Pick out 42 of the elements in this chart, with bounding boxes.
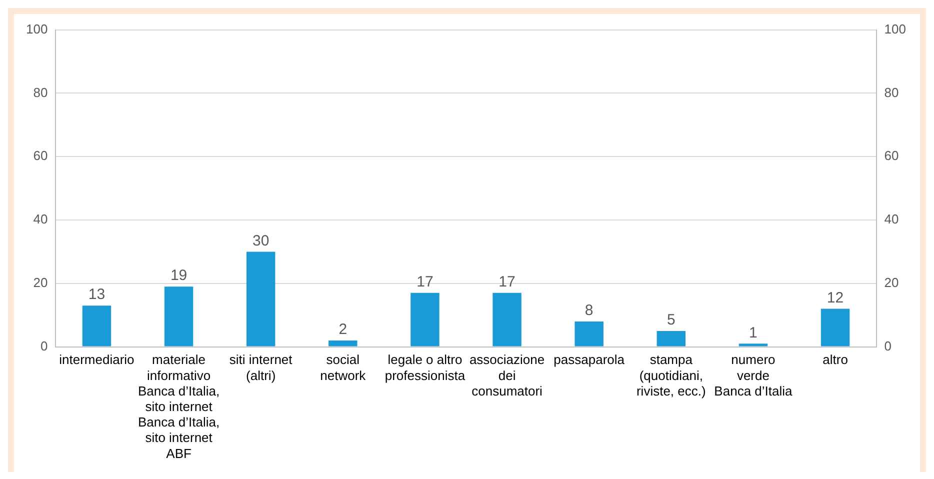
y2-tick-label: 60	[884, 148, 899, 164]
y-tick-label: 20	[33, 274, 48, 290]
bar	[574, 321, 604, 346]
data-label: 2	[338, 321, 348, 338]
data-label: 17	[498, 274, 516, 291]
y2-tick-label: 20	[884, 274, 899, 290]
bar	[82, 306, 112, 346]
x-tick-label: siti internet (altri)	[229, 352, 293, 383]
bar	[246, 252, 276, 346]
x-tick-label: numero verde Banca d’Italia	[714, 352, 794, 398]
x-tick-label: social network	[320, 352, 366, 383]
data-label: 5	[666, 312, 676, 329]
data-label: 19	[170, 267, 188, 284]
bar	[164, 286, 194, 346]
y-tick-label: 100	[26, 21, 48, 36]
y-tick-label: 80	[33, 84, 48, 100]
data-label: 13	[88, 286, 106, 304]
data-label: 1	[749, 324, 758, 342]
y-tick-label: 0	[40, 338, 48, 354]
y2-tick-label: 40	[884, 212, 899, 227]
y2-tick-label: 0	[884, 338, 892, 354]
bar	[738, 344, 768, 346]
x-tick-label: intermediario	[59, 352, 134, 368]
y-tick-label: 60	[33, 148, 48, 164]
bar	[492, 292, 522, 346]
x-tick-label: altro	[822, 352, 848, 368]
y2-tick-label: 80	[884, 84, 899, 100]
data-label: 8	[584, 302, 594, 320]
bar	[328, 340, 358, 346]
x-tick-label: associazione dei consumatori	[469, 352, 545, 398]
bar	[656, 330, 686, 346]
data-label: 17	[416, 274, 434, 291]
x-tick-label: materiale informativo Banca d’Italia, sito internet Banca d’Italia, sito internet ABF	[138, 352, 220, 461]
y2-tick-label: 100	[884, 21, 906, 36]
x-tick-label: passaparola	[554, 352, 626, 368]
data-label: 30	[252, 232, 270, 250]
x-tick-label: stampa (quotidiani, riviste, ecc.)	[636, 352, 706, 398]
y-tick-label: 40	[33, 212, 48, 227]
x-tick-label: legale o altro professionista	[384, 352, 466, 383]
bar	[410, 292, 440, 346]
data-label: 12	[826, 289, 844, 306]
bar	[820, 308, 850, 346]
